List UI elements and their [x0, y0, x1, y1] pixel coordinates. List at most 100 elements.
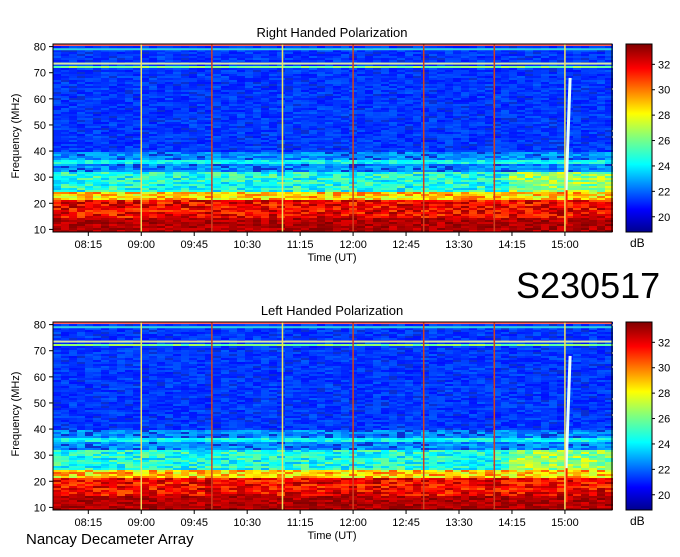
spectrum-cell: [557, 122, 565, 124]
spectrum-cell: [509, 80, 517, 82]
spectrum-cell: [365, 164, 373, 166]
spectrum-cell: [229, 76, 237, 78]
spectrum-cell: [61, 68, 69, 70]
spectrum-cell: [437, 54, 445, 56]
spectrum-cell: [237, 96, 245, 98]
spectrum-cell: [477, 92, 485, 94]
spectrum-cell: [157, 98, 165, 100]
spectrum-cell: [421, 178, 429, 180]
spectrum-cell: [373, 162, 381, 164]
spectrum-cell: [365, 56, 373, 58]
spectrum-cell: [109, 46, 117, 48]
spectrum-cell: [117, 78, 125, 80]
spectrum-cell: [397, 148, 405, 150]
spectrum-cell: [237, 134, 245, 136]
spectrum-cell: [525, 64, 533, 66]
spectrum-cell: [365, 128, 373, 130]
spectrum-cell: [589, 186, 597, 188]
spectrum-cell: [125, 54, 133, 56]
spectrum-cell: [325, 86, 333, 88]
spectrum-cell: [517, 168, 525, 170]
spectrum-cell: [413, 92, 421, 94]
spectrum-cell: [125, 140, 133, 142]
spectrum-cell: [205, 194, 213, 196]
spectrum-cell: [125, 116, 133, 118]
spectrum-cell: [557, 90, 565, 92]
spectrum-cell: [357, 150, 365, 152]
spectrum-cell: [133, 80, 141, 82]
spectrum-cell: [133, 180, 141, 182]
spectrum-cell: [541, 76, 549, 78]
spectrum-cell: [485, 120, 493, 122]
spectrum-cell: [437, 142, 445, 144]
spectrum-cell: [229, 50, 237, 52]
spectrum-cell: [53, 90, 61, 92]
spectrum-cell: [381, 188, 389, 190]
spectrum-cell: [205, 112, 213, 114]
spectrum-cell: [445, 178, 453, 180]
spectrum-cell: [597, 140, 605, 142]
spectrum-cell: [285, 152, 293, 154]
spectrum-cell: [53, 110, 61, 112]
spectrum-cell: [157, 174, 165, 176]
spectrum-cell: [189, 78, 197, 80]
spectrum-cell: [285, 80, 293, 82]
spectrum-cell: [397, 90, 405, 92]
spectrum-cell: [597, 60, 605, 62]
spectrum-cell: [125, 60, 133, 62]
spectrum-cell: [373, 168, 381, 170]
spectrum-cell: [389, 188, 397, 190]
spectrum-cell: [189, 172, 197, 174]
spectrum-cell: [389, 184, 397, 186]
spectrum-cell: [261, 148, 269, 150]
spectrum-cell: [525, 132, 533, 134]
spectrum-cell: [541, 106, 549, 108]
spectrum-cell: [213, 178, 221, 180]
spectrum-cell: [93, 166, 101, 168]
spectrum-cell: [493, 188, 501, 190]
spectrum-cell: [549, 66, 557, 68]
spectrum-cell: [285, 170, 293, 172]
spectrum-cell: [517, 104, 525, 106]
spectrum-cell: [253, 180, 261, 182]
spectrum-cell: [381, 170, 389, 172]
spectrum-cell: [485, 46, 493, 48]
spectrum-cell: [109, 82, 117, 84]
spectrum-cell: [517, 116, 525, 118]
spectrum-cell: [149, 88, 157, 90]
spectrum-cell: [277, 104, 285, 106]
spectrum-cell: [605, 52, 613, 54]
spectrum-cell: [117, 134, 125, 136]
spectrum-cell: [133, 172, 141, 174]
spectrum-cell: [437, 98, 445, 100]
spectrum-cell: [381, 110, 389, 112]
spectrum-cell: [117, 112, 125, 114]
spectrum-cell: [357, 60, 365, 62]
spectrum-cell: [605, 162, 613, 164]
spectrum-cell: [397, 56, 405, 58]
spectrum-cell: [141, 72, 149, 74]
spectrum-cell: [221, 118, 229, 120]
spectrum-cell: [101, 194, 109, 196]
spectrum-cell: [365, 150, 373, 152]
spectrum-cell: [317, 146, 325, 148]
spectrum-cell: [77, 180, 85, 182]
spectrum-cell: [341, 64, 349, 66]
spectrum-cell: [269, 46, 277, 48]
spectrum-cell: [365, 146, 373, 148]
spectrum-cell: [117, 56, 125, 58]
spectrum-cell: [85, 94, 93, 96]
spectrum-cell: [53, 150, 61, 152]
spectrum-cell: [269, 116, 277, 118]
spectrum-cell: [301, 134, 309, 136]
spectrum-cell: [85, 152, 93, 154]
spectrum-cell: [317, 76, 325, 78]
spectrum-cell: [509, 172, 517, 174]
spectrum-cell: [397, 82, 405, 84]
spectrum-cell: [461, 136, 469, 138]
spectrum-cell: [293, 156, 301, 158]
spectrum-cell: [493, 96, 501, 98]
spectrum-cell: [85, 168, 93, 170]
spectrum-cell: [109, 164, 117, 166]
spectrum-cell: [93, 144, 101, 146]
